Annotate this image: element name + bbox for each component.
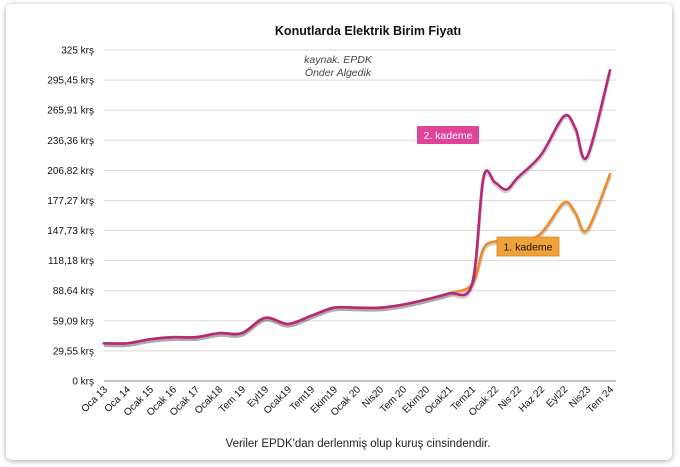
- series-lines: [102, 69, 612, 348]
- series-label-1-kademe: 1. kademe: [503, 242, 552, 254]
- y-tick-label: 118,18 krş: [48, 256, 94, 267]
- gridlines: [104, 49, 616, 382]
- source-line-2: Önder Algedik: [305, 67, 372, 79]
- y-axis-ticks: 0 krş 29,55 krş 59,09 krş 88,64 krş 118,18 k…: [47, 46, 94, 388]
- y-tick-label: 59,09 krş: [53, 316, 94, 327]
- x-tick-label: Tem 24: [585, 384, 616, 415]
- series-line-1-kademe: [102, 172, 612, 345]
- y-tick-label: 265,91 krş: [47, 106, 94, 117]
- y-tick-label: 0 krş: [72, 377, 94, 388]
- y-tick-label: 325 krş: [61, 46, 94, 57]
- y-tick-label: 295,45 krş: [47, 76, 94, 87]
- y-tick-label: 206,82 krş: [47, 166, 94, 177]
- y-tick-label: 29,55 krş: [53, 346, 94, 357]
- x-tick-label: Haz 22: [517, 384, 547, 414]
- y-tick-label: 147,73 krş: [47, 226, 94, 237]
- series-label-2-kademe: 2. kademe: [423, 130, 472, 142]
- series-label-box: [417, 126, 479, 144]
- series-label-box: [496, 236, 560, 257]
- chart-footnote: Veriler EPDK'dan derlenmiş olup kuruş ci…: [226, 438, 491, 450]
- series-labels: 2. kademe 1. kademe: [417, 126, 560, 257]
- series-line-2-kademe: [102, 69, 612, 345]
- series-shadow-2-kademe: [103, 71, 612, 348]
- y-tick-label: 177,27 krş: [47, 196, 94, 207]
- source-line-1: kaynak. EPDK: [304, 54, 373, 66]
- x-tick-label: Eyl22: [545, 384, 571, 410]
- chart-title: Konutlarda Elektrik Birim Fiyatı: [275, 24, 461, 38]
- x-tick-label: Tem 19: [217, 384, 248, 415]
- y-tick-label: 236,36 krş: [47, 136, 94, 147]
- y-tick-label: 88,64 krş: [53, 286, 94, 297]
